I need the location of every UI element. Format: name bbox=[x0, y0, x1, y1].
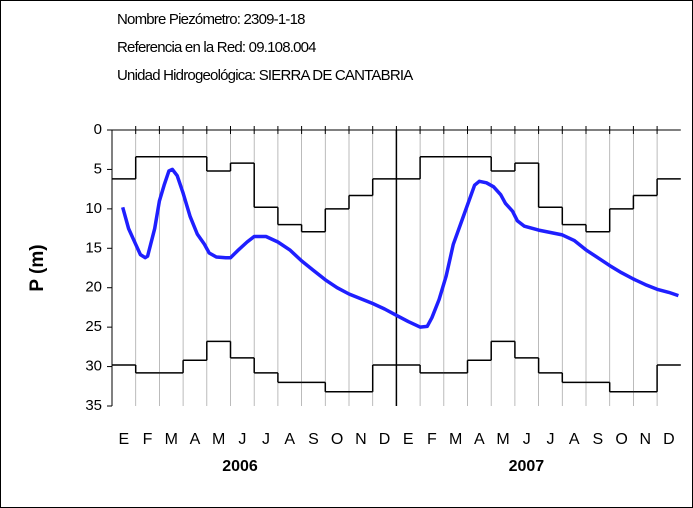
y-tick-label: 30 bbox=[85, 358, 102, 375]
y-tick-label: 35 bbox=[85, 397, 102, 414]
x-tick-label: A bbox=[190, 431, 201, 448]
x-tick-label: J bbox=[523, 431, 531, 448]
y-tick-label: 20 bbox=[85, 279, 102, 296]
x-tick-label: A bbox=[474, 431, 485, 448]
x-tick-label: M bbox=[212, 431, 225, 448]
title-line: Referencia en la Red: 09.108.004 bbox=[117, 39, 316, 56]
y-tick-label: 0 bbox=[94, 121, 102, 138]
x-tick-label: O bbox=[331, 431, 343, 448]
x-tick-label: M bbox=[165, 431, 178, 448]
title-line: Unidad Hidrogeológica: SIERRA DE CANTABR… bbox=[117, 67, 413, 84]
x-tick-label: O bbox=[615, 431, 627, 448]
depth-line bbox=[121, 167, 679, 329]
x-tick-label: M bbox=[449, 431, 462, 448]
x-tick-label: N bbox=[355, 431, 367, 448]
x-tick-label: F bbox=[427, 431, 437, 448]
y-tick-label: 10 bbox=[85, 200, 102, 217]
y-axis-label: P (m) bbox=[27, 244, 48, 291]
x-tick-label: A bbox=[284, 431, 295, 448]
x-tick-label: M bbox=[496, 431, 509, 448]
x-tick-label: A bbox=[569, 431, 580, 448]
x-tick-label: S bbox=[593, 431, 604, 448]
x-tick-label: D bbox=[379, 431, 391, 448]
x-tick-label: N bbox=[639, 431, 651, 448]
y-tick-label: 25 bbox=[85, 318, 102, 335]
title-line: Nombre Piezómetro: 2309-1-18 bbox=[117, 11, 305, 28]
x-tick-label: F bbox=[143, 431, 153, 448]
year-label: 2007 bbox=[509, 458, 545, 475]
x-tick-label: J bbox=[238, 431, 246, 448]
x-tick-label: S bbox=[308, 431, 319, 448]
x-tick-label: J bbox=[262, 431, 270, 448]
x-tick-label: E bbox=[403, 431, 414, 448]
x-tick-label: D bbox=[663, 431, 675, 448]
year-label: 2006 bbox=[222, 458, 258, 475]
y-tick-label: 5 bbox=[94, 160, 102, 177]
y-tick-label: 15 bbox=[85, 239, 102, 256]
x-tick-label: J bbox=[546, 431, 554, 448]
x-tick-label: E bbox=[119, 431, 130, 448]
